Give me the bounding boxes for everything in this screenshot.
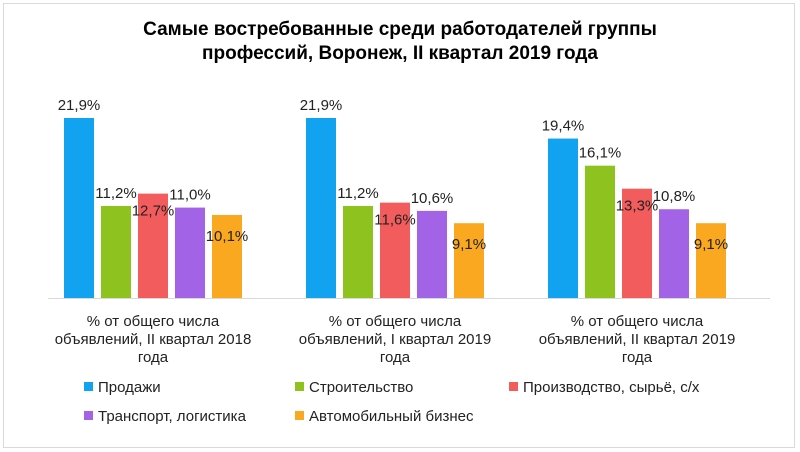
data-label: 10,8% (653, 188, 696, 205)
data-label: 16,1% (579, 145, 622, 162)
data-label: 21,9% (300, 97, 343, 114)
data-label: 10,6% (411, 190, 454, 207)
category-label: объявлений, II квартал 2019 (539, 331, 736, 348)
category-label: % от общего числа (329, 313, 462, 330)
chart-title-line-2: профессий, Воронеж, II квартал 2019 года (202, 43, 598, 64)
bar (101, 205, 131, 298)
bar (585, 165, 615, 298)
data-label: 12,7% (132, 203, 175, 220)
bar (64, 118, 94, 298)
category-label: года (138, 349, 169, 366)
data-label: 13,3% (616, 198, 659, 215)
bar (212, 214, 242, 298)
data-label: 9,1% (694, 236, 728, 253)
chart-title-line-1: Самые востребованные среди работодателей… (143, 19, 657, 40)
data-label: 21,9% (58, 97, 101, 114)
legend-label: Автомобильный бизнес (309, 408, 474, 425)
category-label: % от общего числа (87, 313, 220, 330)
bar (659, 209, 689, 298)
bar (306, 118, 336, 298)
data-label: 11,2% (337, 185, 378, 202)
legend-label: Транспорт, логистика (98, 408, 247, 425)
category-label: объявлений, I квартал 2019 (299, 331, 491, 348)
data-label: 9,1% (452, 236, 486, 253)
bar (417, 210, 447, 298)
chart-title: Самые востребованные среди работодателей… (4, 18, 796, 66)
data-label: 11,0% (169, 187, 210, 204)
data-label: 11,6% (374, 212, 415, 229)
data-label: 19,4% (542, 118, 585, 135)
legend-label: Строительство (309, 379, 413, 396)
bar (175, 207, 205, 298)
bar (548, 138, 578, 298)
category-label: объявлений, II квартал 2018 (55, 331, 252, 348)
bar (138, 193, 168, 298)
data-label: 10,1% (206, 228, 249, 245)
legend-swatch (295, 411, 304, 420)
legend-swatch (509, 382, 518, 391)
category-label: года (380, 349, 411, 366)
legend-label: Продажи (98, 379, 161, 396)
bar (696, 223, 726, 298)
legend-swatch (84, 411, 93, 420)
category-label: % от общего числа (571, 313, 704, 330)
bar (343, 205, 373, 298)
bar (380, 202, 410, 298)
legend-swatch (295, 382, 304, 391)
data-label: 11,2% (95, 185, 136, 202)
legend-swatch (84, 382, 93, 391)
bar (454, 223, 484, 298)
legend-label: Производство, сырьё, с/х (523, 379, 700, 396)
category-label: года (622, 349, 653, 366)
bar (622, 188, 652, 298)
